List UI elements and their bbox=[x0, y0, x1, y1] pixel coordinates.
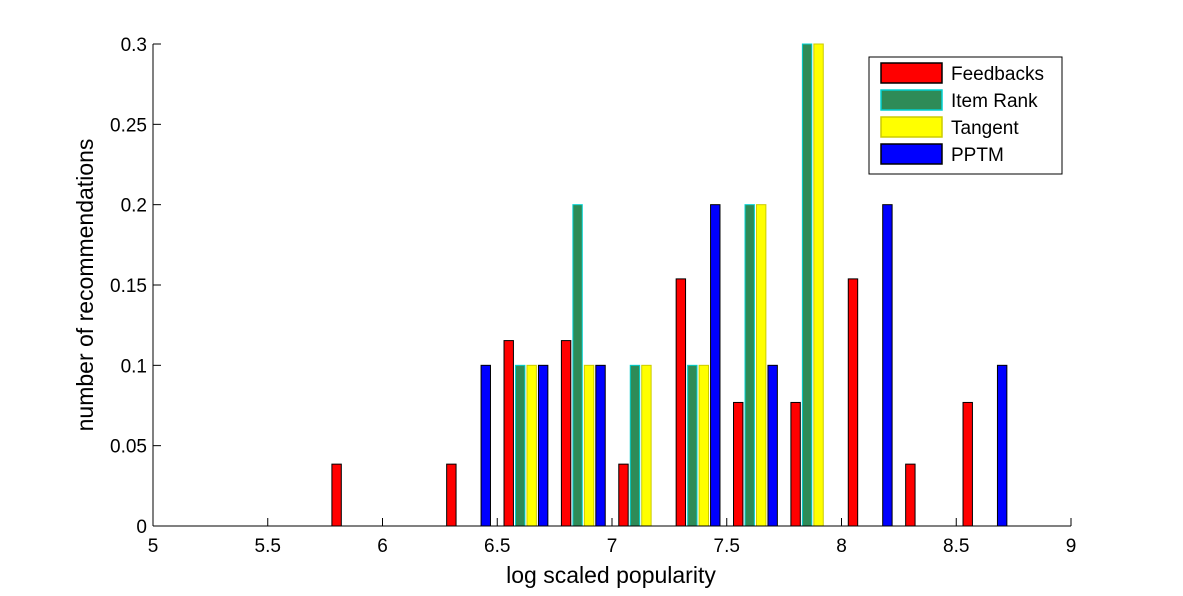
legend-label-pptm: PPTM bbox=[951, 145, 1004, 166]
bar-feedbacks bbox=[847, 278, 859, 527]
bar-tangent bbox=[813, 43, 824, 527]
y-tick-label: 0.25 bbox=[110, 115, 147, 136]
legend-label-tangent: Tangent bbox=[951, 118, 1019, 139]
legend-swatch-tangent bbox=[880, 116, 943, 138]
bar-feedbacks bbox=[618, 463, 629, 527]
y-tick-label: 0.3 bbox=[121, 35, 147, 56]
bar-tangent bbox=[583, 364, 595, 527]
bar-feedbacks bbox=[675, 278, 687, 527]
x-tick-label: 8.5 bbox=[943, 536, 969, 557]
y-tick-label: 0.1 bbox=[121, 356, 147, 377]
legend-swatch-item-rank bbox=[880, 89, 943, 111]
bar-pptm bbox=[767, 364, 778, 527]
bar-pptm bbox=[595, 364, 606, 527]
axes-layer: 5 5.5 6 6.5 7 7.5 8 8.5 9 0 0.05 0.1 0.15 0.2 0.25 0.3 bbox=[110, 35, 1076, 557]
x-tick-label: 6 bbox=[377, 536, 388, 557]
y-axis-label: number of recommendations bbox=[72, 139, 98, 432]
bar-pptm bbox=[882, 204, 893, 527]
x-tick-label: 5.5 bbox=[255, 536, 281, 557]
x-tick-label: 7 bbox=[607, 536, 618, 557]
bar-pptm bbox=[537, 364, 549, 527]
bar-item-rank bbox=[572, 204, 583, 527]
bar-feedbacks bbox=[790, 401, 801, 527]
legend-label-item-rank: Item Rank bbox=[951, 91, 1038, 112]
bar-item-rank bbox=[801, 43, 813, 527]
bar-pptm bbox=[996, 364, 1008, 527]
bar-item-rank bbox=[687, 364, 698, 527]
x-tick-label: 6.5 bbox=[484, 536, 510, 557]
bar-feedbacks bbox=[560, 340, 572, 527]
bar-pptm bbox=[480, 364, 491, 527]
x-tick-label: 7.5 bbox=[714, 536, 740, 557]
bar-feedbacks bbox=[962, 401, 973, 527]
y-tick-label: 0.2 bbox=[121, 196, 147, 217]
bar-tangent bbox=[698, 364, 710, 527]
bar-tangent bbox=[755, 204, 767, 527]
legend: Feedbacks Item Rank Tangent PPTM bbox=[868, 56, 1063, 175]
bar-tangent bbox=[641, 364, 652, 527]
bar-item-rank bbox=[629, 364, 641, 527]
bar-feedbacks bbox=[331, 463, 342, 527]
bar-feedbacks bbox=[733, 401, 744, 527]
bar-pptm bbox=[710, 204, 721, 527]
x-tick-label: 5 bbox=[148, 536, 159, 557]
legend-label-feedbacks: Feedbacks bbox=[951, 64, 1044, 85]
x-tick-label: 8 bbox=[836, 536, 847, 557]
bar-item-rank bbox=[744, 204, 755, 527]
y-tick-label: 0 bbox=[136, 517, 147, 538]
legend-swatch-feedbacks bbox=[880, 62, 943, 84]
x-tick-label: 9 bbox=[1066, 536, 1077, 557]
bar-feedbacks bbox=[503, 340, 514, 527]
legend-swatch-pptm bbox=[880, 143, 943, 165]
bars-layer bbox=[331, 43, 1008, 527]
bar-feedbacks bbox=[446, 463, 457, 527]
y-tick-label: 0.05 bbox=[110, 437, 147, 458]
bar-feedbacks bbox=[905, 463, 916, 527]
bar-tangent bbox=[526, 364, 537, 527]
x-axis-label: log scaled popularity bbox=[506, 562, 716, 588]
bar-item-rank bbox=[515, 364, 526, 527]
y-tick-label: 0.15 bbox=[110, 276, 147, 297]
